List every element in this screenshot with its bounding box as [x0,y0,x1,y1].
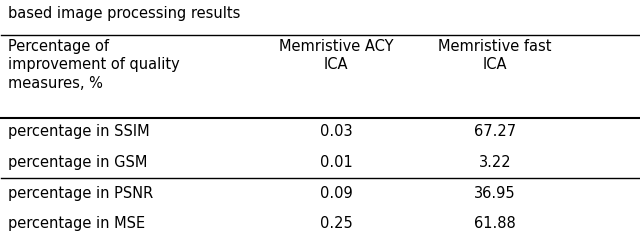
Text: percentage in SSIM: percentage in SSIM [8,124,149,139]
Text: 36.95: 36.95 [474,186,516,201]
Text: Percentage of
improvement of quality
measures, %: Percentage of improvement of quality mea… [8,39,179,91]
Text: 3.22: 3.22 [479,155,511,170]
Text: 0.03: 0.03 [319,124,352,139]
Text: percentage in PSNR: percentage in PSNR [8,186,153,201]
Text: 0.01: 0.01 [319,155,352,170]
Text: based image processing results: based image processing results [8,6,240,21]
Text: Memristive ACY
ICA: Memristive ACY ICA [278,39,393,72]
Text: 0.09: 0.09 [319,186,352,201]
Text: 67.27: 67.27 [474,124,516,139]
Text: percentage in GSM: percentage in GSM [8,155,147,170]
Text: 0.25: 0.25 [319,216,352,231]
Text: percentage in MSE: percentage in MSE [8,216,145,231]
Text: 61.88: 61.88 [474,216,516,231]
Text: Memristive fast
ICA: Memristive fast ICA [438,39,552,72]
